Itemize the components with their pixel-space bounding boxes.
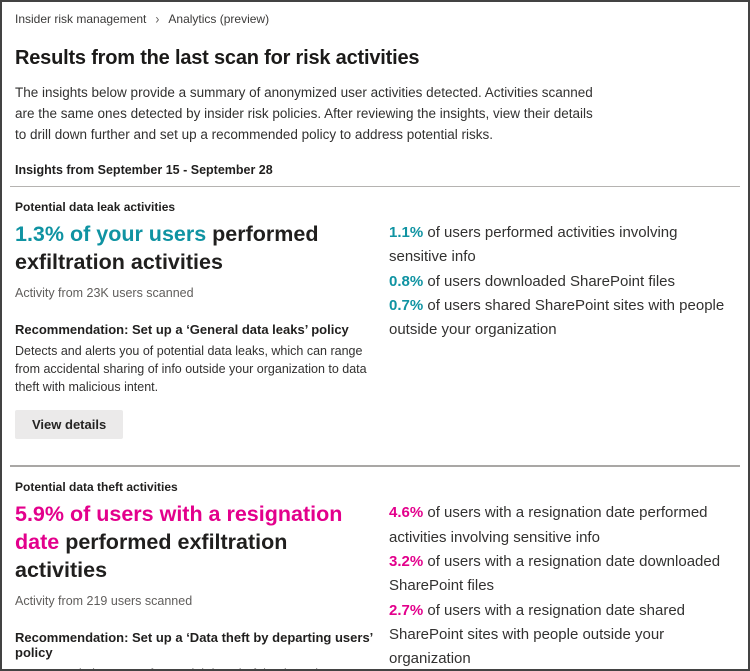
- stat-item: 4.6% of users with a resignation date pe…: [389, 501, 735, 550]
- breadcrumb: Insider risk management › Analytics (pre…: [15, 10, 735, 27]
- recommendation-title: Recommendation: Set up a ‘General data l…: [15, 322, 349, 338]
- recommendation-description: Detects and alerts you of potential data…: [15, 344, 367, 395]
- stat-text: of users with a resignation date downloa…: [389, 553, 721, 595]
- breadcrumb-chevron-icon: ›: [155, 10, 160, 27]
- recommendation-title: Recommendation: Set up a ‘Data theft by …: [15, 630, 373, 661]
- stats-list: 4.6% of users with a resignation date pe…: [389, 501, 735, 669]
- section-label: Potential data leak activities: [15, 200, 176, 215]
- stat-percent: 3.2%: [389, 553, 424, 570]
- stat-percent: 4.6%: [389, 504, 424, 522]
- headline-highlight: 5.9% of users with a resignation date: [15, 502, 343, 555]
- page-title: Results from the last scan for risk acti…: [15, 47, 420, 69]
- stat-percent: 0.8%: [389, 272, 424, 290]
- breadcrumb-item-analytics-preview: Analytics (preview): [168, 11, 270, 26]
- headline: 5.9% of users with a resignation date pe…: [15, 501, 381, 585]
- recommendation-description: Detects and alerts you of potential data…: [15, 665, 369, 669]
- stat-percent: 0.7%: [389, 297, 424, 315]
- stat-item: 3.2% of users with a resignation date do…: [389, 550, 735, 599]
- headline: 1.3% of your users performed exfiltratio…: [15, 221, 381, 277]
- headline-highlight: 1.3% of your users: [15, 222, 207, 247]
- stat-item: 2.7% of users with a resignation date sh…: [389, 599, 735, 669]
- stat-text: of users with a resignation date perform…: [389, 504, 708, 546]
- section-divider: [10, 186, 740, 188]
- headline-rest: performed exfiltration activities: [15, 530, 288, 583]
- insights-date-range: Insights from September 15 - September 2…: [15, 163, 273, 178]
- intro-text: The insights below provide a summary of …: [15, 85, 593, 143]
- stat-text: of users with a resignation date shared …: [389, 601, 686, 668]
- stat-text: of users shared SharePoint sites with pe…: [389, 297, 725, 339]
- scanned-count: Activity from 23K users scanned: [15, 286, 194, 301]
- section-divider: [10, 465, 740, 468]
- view-details-button[interactable]: View details: [15, 410, 124, 440]
- section-data-leak: Potential data leak activities 1.3% of y…: [15, 200, 735, 440]
- scanned-count: Activity from 219 users scanned: [15, 594, 193, 609]
- stat-text: of users downloaded SharePoint files: [423, 272, 676, 290]
- stat-percent: 1.1%: [389, 224, 424, 242]
- stat-item: 0.8% of users downloaded SharePoint file…: [389, 270, 735, 294]
- stat-item: 0.7% of users shared SharePoint sites wi…: [389, 294, 735, 343]
- stat-percent: 2.7%: [389, 601, 424, 619]
- breadcrumb-item-insider-risk-management[interactable]: Insider risk management: [15, 11, 147, 26]
- headline-rest: performed exfiltration activities: [15, 222, 319, 275]
- stats-list: 1.1% of users performed activities invol…: [389, 221, 735, 342]
- section-data-theft: Potential data theft activities 5.9% of …: [15, 480, 735, 669]
- stat-text: of users performed activities involving …: [389, 224, 678, 266]
- section-label: Potential data theft activities: [15, 480, 178, 495]
- stat-item: 1.1% of users performed activities invol…: [389, 221, 735, 270]
